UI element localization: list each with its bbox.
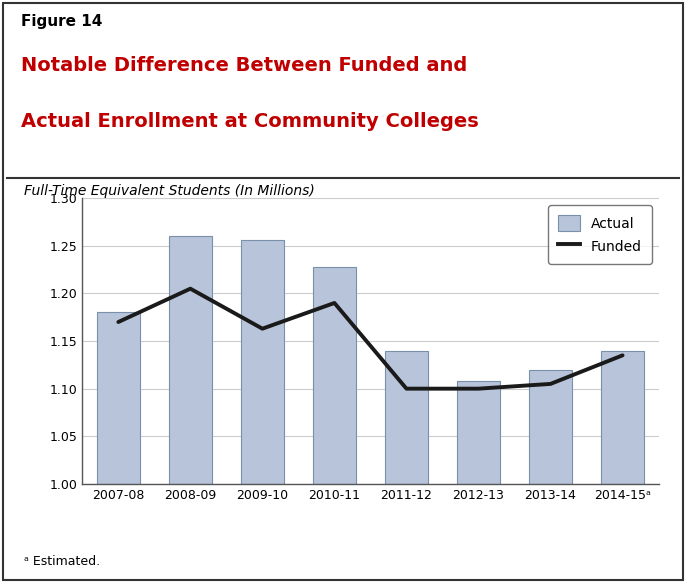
Text: Notable Difference Between Funded and: Notable Difference Between Funded and bbox=[21, 56, 467, 75]
Text: Full-Time Equivalent Students (In Millions): Full-Time Equivalent Students (In Millio… bbox=[24, 184, 315, 198]
Bar bbox=[385, 350, 428, 484]
Legend: Actual, Funded: Actual, Funded bbox=[548, 205, 652, 264]
Bar bbox=[313, 267, 356, 484]
Bar bbox=[601, 350, 644, 484]
Bar bbox=[529, 370, 572, 484]
Text: ᵃ Estimated.: ᵃ Estimated. bbox=[24, 556, 100, 568]
Bar bbox=[97, 312, 140, 484]
Bar bbox=[241, 240, 284, 484]
Text: Actual Enrollment at Community Colleges: Actual Enrollment at Community Colleges bbox=[21, 112, 478, 131]
Bar bbox=[457, 381, 500, 484]
Text: Figure 14: Figure 14 bbox=[21, 14, 102, 29]
Bar bbox=[169, 236, 212, 484]
